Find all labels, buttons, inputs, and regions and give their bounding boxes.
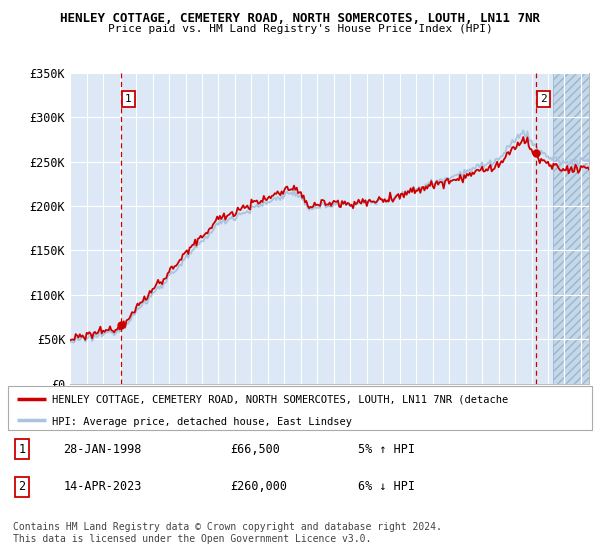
Text: 28-JAN-1998: 28-JAN-1998 [64,442,142,456]
Bar [553,73,589,384]
Text: HENLEY COTTAGE, CEMETERY ROAD, NORTH SOMERCOTES, LOUTH, LN11 7NR (detache: HENLEY COTTAGE, CEMETERY ROAD, NORTH SOM… [52,395,508,405]
Text: Price paid vs. HM Land Registry's House Price Index (HPI): Price paid vs. HM Land Registry's House … [107,24,493,34]
Bar [553,73,589,384]
Text: 2: 2 [540,94,547,104]
Text: HENLEY COTTAGE, CEMETERY ROAD, NORTH SOMERCOTES, LOUTH, LN11 7NR: HENLEY COTTAGE, CEMETERY ROAD, NORTH SOM… [60,12,540,25]
Text: 14-APR-2023: 14-APR-2023 [64,480,142,493]
Text: HPI: Average price, detached house, East Lindsey: HPI: Average price, detached house, East… [52,417,352,427]
Text: 1: 1 [125,94,132,104]
Text: 6% ↓ HPI: 6% ↓ HPI [358,480,415,493]
Text: 5% ↑ HPI: 5% ↑ HPI [358,442,415,456]
Text: 1: 1 [19,442,25,456]
Text: £66,500: £66,500 [230,442,280,456]
Text: 2: 2 [19,480,25,493]
Text: Contains HM Land Registry data © Crown copyright and database right 2024.
This d: Contains HM Land Registry data © Crown c… [13,522,442,544]
FancyBboxPatch shape [8,386,592,430]
Text: £260,000: £260,000 [230,480,287,493]
